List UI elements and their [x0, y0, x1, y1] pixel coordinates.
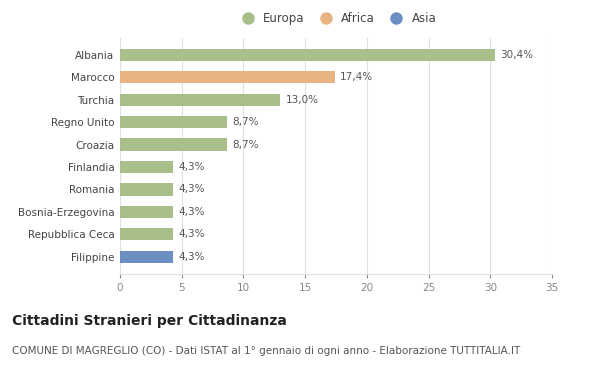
Text: 13,0%: 13,0%: [286, 95, 319, 105]
Bar: [120, 49, 495, 61]
Bar: [120, 161, 173, 173]
Bar: [120, 93, 280, 106]
Bar: [120, 71, 335, 84]
Text: 8,7%: 8,7%: [232, 139, 259, 150]
Text: Cittadini Stranieri per Cittadinanza: Cittadini Stranieri per Cittadinanza: [12, 314, 287, 328]
Text: 4,3%: 4,3%: [178, 229, 205, 239]
Text: 4,3%: 4,3%: [178, 184, 205, 195]
Text: 30,4%: 30,4%: [500, 50, 533, 60]
Text: 17,4%: 17,4%: [340, 72, 373, 82]
Text: COMUNE DI MAGREGLIO (CO) - Dati ISTAT al 1° gennaio di ogni anno - Elaborazione : COMUNE DI MAGREGLIO (CO) - Dati ISTAT al…: [12, 346, 520, 356]
Bar: [120, 138, 227, 151]
Text: 4,3%: 4,3%: [178, 162, 205, 172]
Legend: Europa, Africa, Asia: Europa, Africa, Asia: [233, 10, 439, 27]
Text: 4,3%: 4,3%: [178, 252, 205, 262]
Text: 4,3%: 4,3%: [178, 207, 205, 217]
Bar: [120, 228, 173, 241]
Bar: [120, 206, 173, 218]
Text: 8,7%: 8,7%: [232, 117, 259, 127]
Bar: [120, 183, 173, 196]
Bar: [120, 250, 173, 263]
Bar: [120, 116, 227, 128]
